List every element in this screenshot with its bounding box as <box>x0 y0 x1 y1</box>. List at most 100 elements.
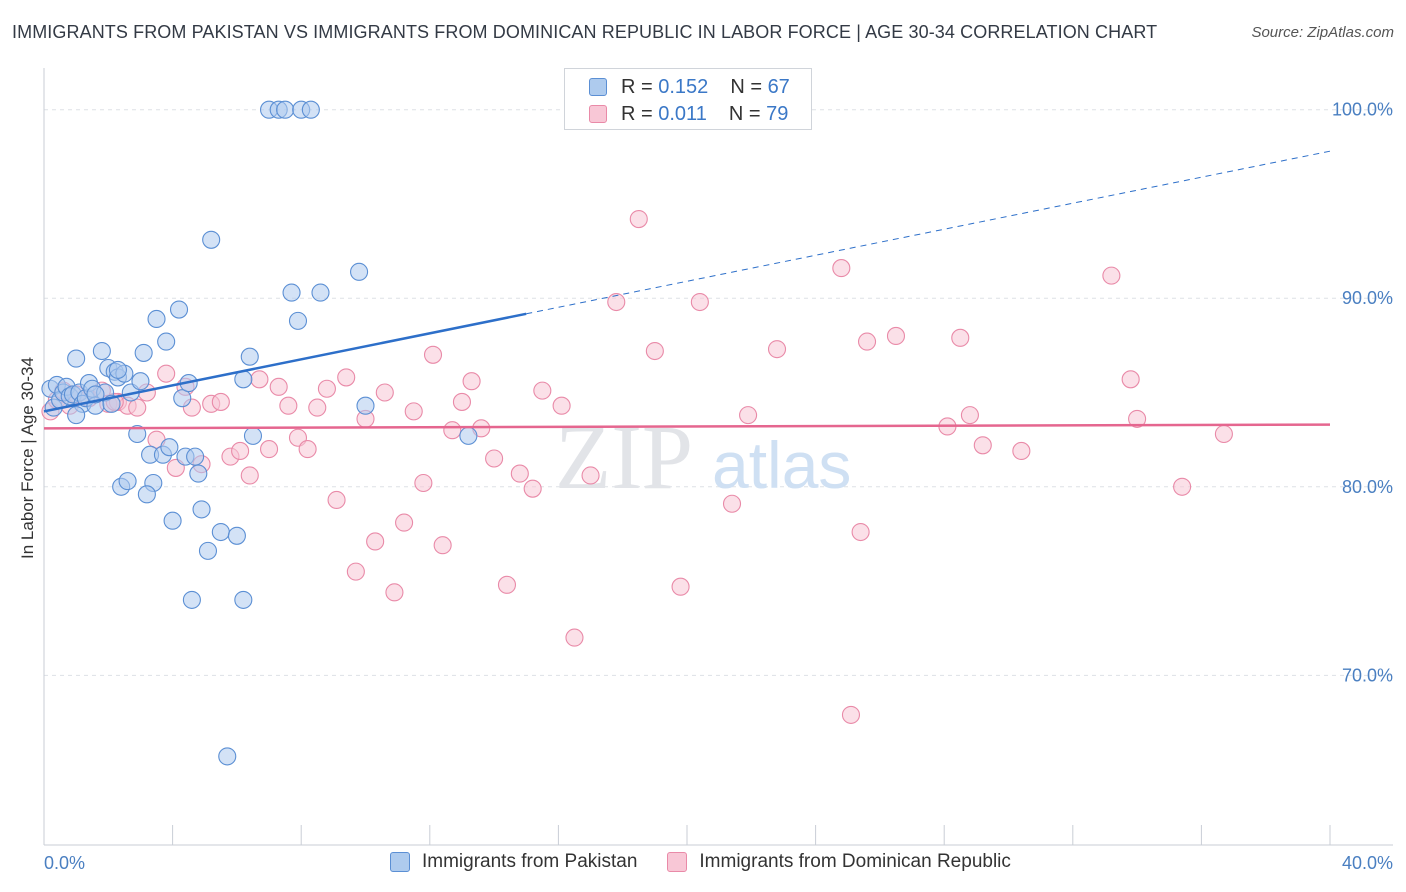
dominican-point[interactable] <box>886 326 906 346</box>
dominican-point[interactable] <box>308 398 327 417</box>
pakistan-point[interactable] <box>211 522 230 542</box>
dominican-point[interactable] <box>366 532 385 551</box>
pakistan-point[interactable] <box>301 100 320 119</box>
pakistan-point[interactable] <box>276 100 295 119</box>
dominican-point[interactable] <box>1128 409 1147 428</box>
trend-lines <box>43 150 1331 430</box>
dominican-point[interactable] <box>960 406 979 425</box>
pakistan-point[interactable] <box>128 424 147 444</box>
pakistan-point[interactable] <box>86 385 105 404</box>
dominican-point[interactable] <box>452 392 472 411</box>
y-tick-label: 70.0% <box>1342 665 1393 685</box>
dominican-point[interactable] <box>337 368 356 387</box>
pakistan-point[interactable] <box>169 300 189 319</box>
dominican-point[interactable] <box>552 396 571 415</box>
dominican-point[interactable] <box>1012 441 1031 461</box>
pakistan-point[interactable] <box>311 283 330 302</box>
watermark-zip: ZIP <box>555 406 693 508</box>
dominican-point[interactable] <box>443 421 462 440</box>
pakistan-point[interactable] <box>137 485 156 504</box>
pakistan-point[interactable] <box>227 526 246 545</box>
x-tick-label: 40.0% <box>1342 853 1393 873</box>
dominican-point[interactable] <box>298 440 317 459</box>
dominican-point[interactable] <box>259 440 279 459</box>
dominican-point[interactable] <box>851 522 870 542</box>
dominican-point[interactable] <box>671 577 690 596</box>
pakistan-point[interactable] <box>108 360 127 379</box>
pakistan-point[interactable] <box>157 332 176 351</box>
dominican-point[interactable] <box>250 370 269 389</box>
dominican-point[interactable] <box>157 364 176 383</box>
pakistan-point[interactable] <box>163 511 182 530</box>
pakistan-point[interactable] <box>134 343 153 362</box>
dominican-point[interactable] <box>497 575 517 594</box>
dominican-point[interactable] <box>1121 370 1140 389</box>
pakistan-point[interactable] <box>173 389 192 408</box>
dominican-point[interactable] <box>404 402 423 421</box>
dominican-point[interactable] <box>346 562 365 581</box>
pakistan-point[interactable] <box>131 372 150 391</box>
pakistan-point[interactable] <box>218 747 237 766</box>
dominican-point[interactable] <box>739 406 758 425</box>
pakistan-point[interactable] <box>350 262 369 281</box>
dominican-point[interactable] <box>510 464 529 483</box>
dominican-point[interactable] <box>690 292 709 312</box>
pakistan-point[interactable] <box>147 309 166 329</box>
dominican-point[interactable] <box>607 292 626 312</box>
pakistan-point[interactable] <box>243 426 263 445</box>
dominican-point[interactable] <box>128 398 147 417</box>
dominican-point[interactable] <box>645 341 664 361</box>
pakistan-point[interactable] <box>459 426 478 445</box>
pakistan-point[interactable] <box>92 341 111 361</box>
dominican-point[interactable] <box>1214 424 1233 444</box>
pakistan-point[interactable] <box>160 438 179 457</box>
dominican-point[interactable] <box>533 381 552 400</box>
dominican-point[interactable] <box>423 345 443 364</box>
pakistan-point[interactable] <box>67 349 86 368</box>
dominican-point[interactable] <box>841 705 861 724</box>
dominican-point[interactable] <box>211 392 230 411</box>
dominican-point[interactable] <box>317 379 336 398</box>
dominican-point[interactable] <box>1102 266 1121 285</box>
series-legend: Immigrants from Pakistan Immigrants from… <box>390 851 1041 873</box>
pakistan-point[interactable] <box>189 464 208 483</box>
pakistan-point[interactable] <box>282 283 301 302</box>
legend-item-dominican[interactable]: Immigrants from Dominican Republic <box>667 851 1011 873</box>
dominican-point[interactable] <box>395 513 414 532</box>
dominican-point[interactable] <box>462 372 481 391</box>
n-value: 79 <box>766 102 789 125</box>
dominican-point[interactable] <box>485 449 504 468</box>
pakistan-point[interactable] <box>186 447 205 466</box>
dominican-point[interactable] <box>832 259 851 278</box>
legend-item-pakistan[interactable]: Immigrants from Pakistan <box>390 851 637 873</box>
pakistan-point[interactable] <box>67 406 86 425</box>
dominican-point[interactable] <box>414 473 433 493</box>
pakistan-point[interactable] <box>288 311 308 330</box>
pakistan-point[interactable] <box>182 590 201 609</box>
dominican-point[interactable] <box>269 377 288 396</box>
pakistan-point[interactable] <box>192 500 211 519</box>
pakistan-point[interactable] <box>118 472 137 491</box>
dominican-point[interactable] <box>231 441 250 461</box>
dominican-point[interactable] <box>1173 477 1192 496</box>
dominican-point[interactable] <box>327 490 346 510</box>
dominican-point[interactable] <box>565 628 584 647</box>
dominican-point[interactable] <box>722 494 742 513</box>
pakistan-point[interactable] <box>202 230 221 249</box>
dominican-point[interactable] <box>857 332 877 351</box>
dominican-point[interactable] <box>240 466 259 485</box>
dominican-point[interactable] <box>951 328 970 347</box>
pakistan-point[interactable] <box>356 396 375 415</box>
dominican-point[interactable] <box>523 479 542 498</box>
pakistan-point[interactable] <box>240 347 259 366</box>
dominican-point[interactable] <box>767 340 787 359</box>
dominican-point[interactable] <box>973 436 992 455</box>
pakistan-point[interactable] <box>198 541 218 560</box>
dominican-point[interactable] <box>279 396 298 415</box>
dominican-point[interactable] <box>375 383 394 402</box>
dominican-point[interactable] <box>581 466 600 485</box>
pakistan-point[interactable] <box>234 590 253 609</box>
dominican-point[interactable] <box>433 536 452 555</box>
dominican-point[interactable] <box>385 583 404 602</box>
dominican-point[interactable] <box>629 210 648 229</box>
